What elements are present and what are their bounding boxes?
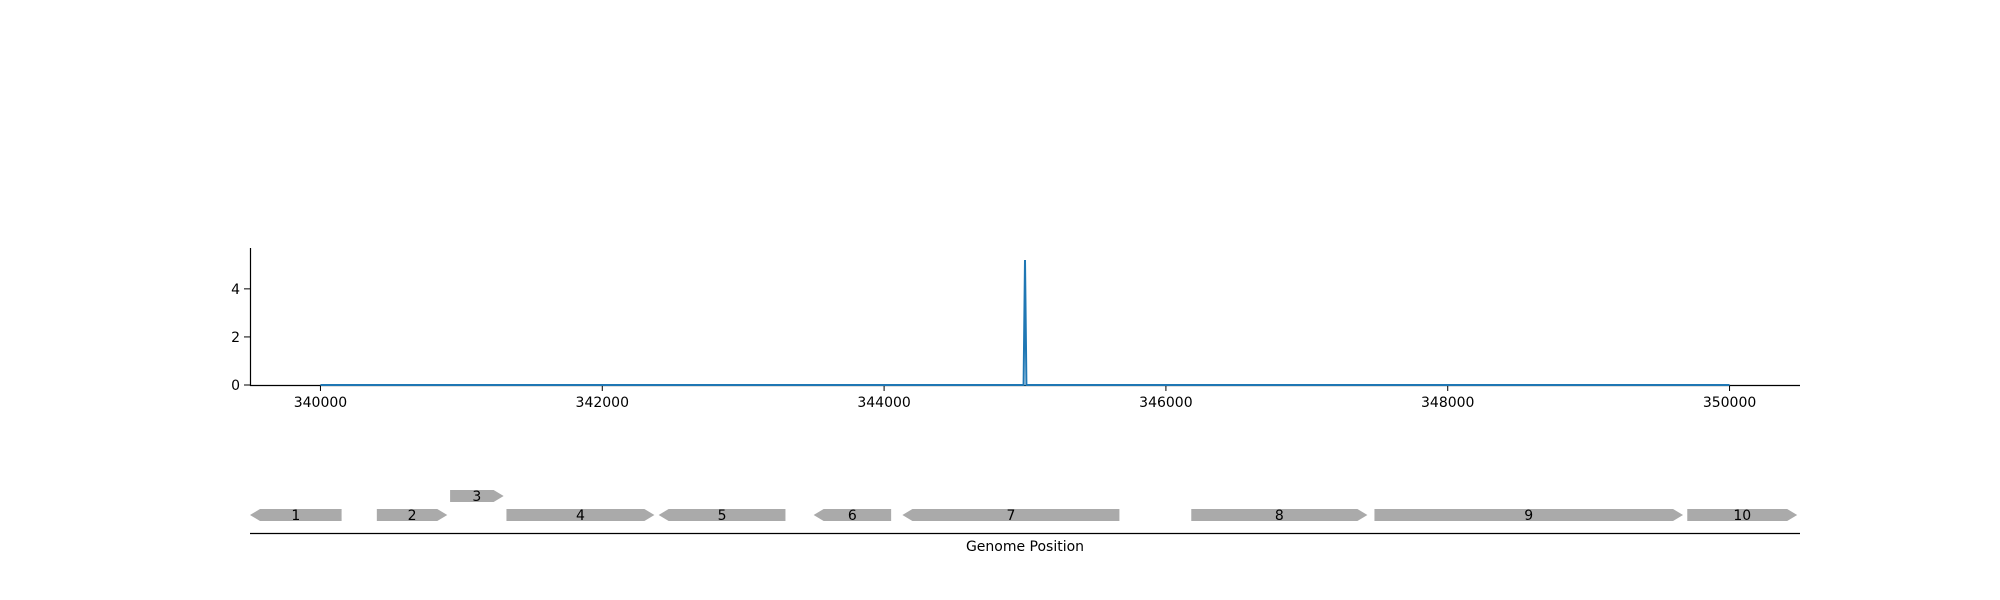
gene-arrow [450,490,504,502]
gene-arrow [658,509,786,521]
x-tick-label: 344000 [857,395,910,411]
gene-5: 5 [658,508,786,524]
gene-1: 1 [250,508,342,524]
gene-map-xlabel: Genome Position [966,539,1084,555]
gene-arrow [1191,509,1368,521]
y-tick-label: 2 [231,330,240,346]
gene-layer: 1 2 3 4 5 6 7 8 9 10 [250,489,1798,524]
gene-label: 1 [291,508,300,524]
gene-map: 1 2 3 4 5 6 7 8 9 10 Genome Position [250,489,1800,555]
x-axis-ticks: 340000 342000 344000 346000 348000 350000 [294,385,1756,411]
gene-6: 6 [813,508,892,524]
series-layer [320,260,1730,386]
gene-arrow [506,509,655,521]
series-line-0 [320,260,1730,386]
x-tick-label: 340000 [294,395,347,411]
gene-arrow [376,509,448,521]
gene-arrow [902,509,1120,521]
gene-arrow [1687,509,1798,521]
y-axis-ticks: 0 2 4 [231,282,250,394]
signal-plot: 0 2 4 340000 342000 344000 346000 348000 350000 [231,248,1800,411]
gene-label: 7 [1006,508,1015,524]
gene-label: 3 [472,489,481,505]
gene-arrow [250,509,342,521]
gene-label: 5 [718,508,727,524]
gene-label: 4 [576,508,585,524]
x-tick-label: 348000 [1421,395,1474,411]
gene-9: 9 [1374,508,1684,524]
x-tick-label: 346000 [1139,395,1192,411]
gene-label: 8 [1275,508,1284,524]
x-tick-label: 342000 [576,395,629,411]
gene-label: 2 [408,508,417,524]
gene-2: 2 [376,508,448,524]
gene-label: 6 [848,508,857,524]
gene-label: 9 [1524,508,1533,524]
x-tick-label: 350000 [1703,395,1756,411]
gene-8: 8 [1191,508,1368,524]
gene-10: 10 [1687,508,1798,524]
gene-4: 4 [506,508,655,524]
gene-3: 3 [450,489,504,505]
gene-7: 7 [902,508,1120,524]
gene-arrow [1374,509,1684,521]
y-tick-label: 4 [231,282,240,298]
y-tick-label: 0 [231,378,240,394]
gene-arrow [813,509,892,521]
gene-label: 10 [1733,508,1751,524]
